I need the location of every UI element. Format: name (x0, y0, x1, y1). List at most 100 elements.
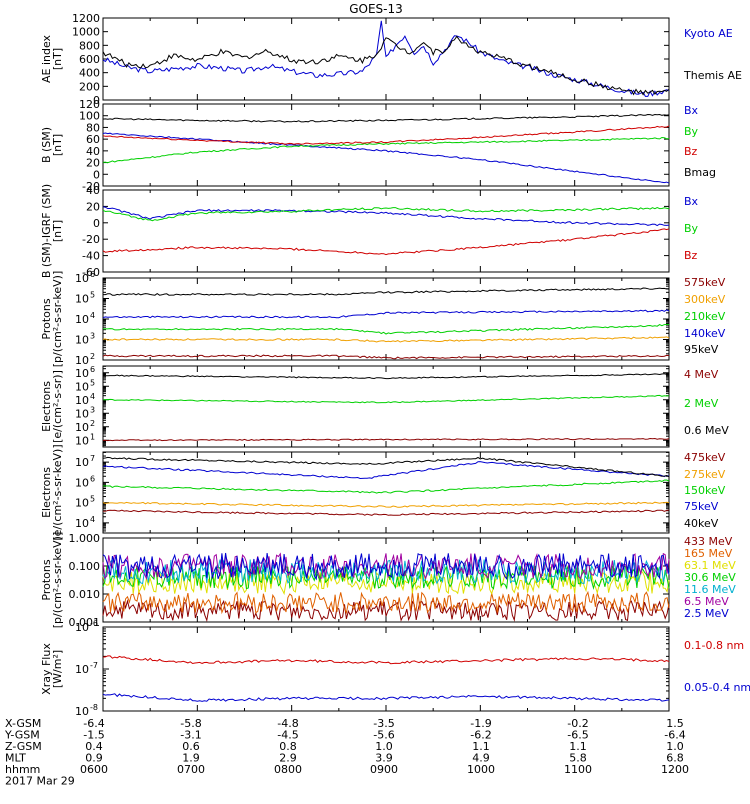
ytick-label: 60 (86, 133, 100, 146)
footer-value: 0700 (177, 763, 205, 776)
ytick-label: 200 (79, 80, 100, 93)
ylabel: [nT] (51, 220, 64, 242)
footer-value: 0.8 (279, 740, 297, 753)
series-line (102, 501, 670, 508)
ytick-label: 10 (75, 621, 89, 634)
footer-value: 1100 (564, 763, 592, 776)
series-line (102, 394, 670, 404)
ytick-exponent: -7 (90, 661, 98, 670)
legend-entry: 75keV (684, 500, 719, 513)
ylabel: [nT] (51, 134, 64, 156)
ytick-label: 1000 (72, 26, 100, 39)
series-line (102, 309, 670, 319)
ytick-exponent: 5 (90, 291, 95, 300)
ytick-label: 10 (75, 517, 89, 530)
series-line (102, 599, 670, 623)
footer-ephemeris: X-GSM -6.4 -5.8 -4.8 -3.5 -1.9 -0.2 1.5 Y-GSM -1.… (4, 717, 689, 788)
ylabel: [W/m²] (51, 650, 64, 688)
ytick-exponent: 6 (90, 270, 95, 279)
legend-entry: 150keV (684, 484, 726, 497)
legend-entry: 40keV (684, 517, 719, 530)
series-line (102, 336, 670, 343)
ytick-exponent: 4 (90, 311, 95, 320)
ytick-exponent: 3 (90, 332, 95, 341)
footer-row-label: hhmm (5, 763, 40, 776)
ytick-label: 10 (75, 313, 89, 326)
ylabel: B (SM) (40, 127, 53, 163)
ytick-label: 10 (75, 367, 89, 380)
ytick-label: 0 (93, 168, 100, 181)
series-line (102, 20, 670, 97)
ytick-exponent: 3 (90, 405, 95, 414)
footer-value: 1.1 (569, 740, 587, 753)
footer-value: 0800 (274, 763, 302, 776)
footer-value: 0.6 (182, 740, 200, 753)
legend-entry: By (684, 222, 699, 235)
ytick-label: 20 (86, 157, 100, 170)
footer-value: -1.9 (470, 717, 491, 730)
ytick-label: -20 (82, 180, 100, 193)
legend-entry: 4 MeV (684, 368, 719, 381)
ytick-label: -40 (82, 250, 100, 263)
ylabel: [p/(cm²-s-sr-keV)] (51, 532, 64, 629)
ytick-label: 0.001 (69, 616, 101, 629)
footer-value: -5.6 (373, 729, 394, 742)
ytick-exponent: 5 (90, 378, 95, 387)
ytick-exponent: 4 (90, 515, 95, 524)
ytick-label: 10 (75, 421, 89, 434)
footer-value: 1000 (467, 763, 495, 776)
ytick-label: 10 (75, 705, 89, 718)
legend-entry: 433 MeV (684, 535, 733, 548)
legend-entry: 475keV (684, 451, 726, 464)
panel-frame (102, 277, 670, 361)
ytick-exponent: 2 (90, 419, 95, 428)
legend-entry: Bz (684, 145, 698, 158)
footer-value: 3.9 (375, 752, 393, 765)
footer-value: -3.1 (180, 729, 201, 742)
ytick-label: 10 (75, 354, 89, 367)
legend-entry: 30.6 MeV (684, 571, 736, 584)
series-line (102, 564, 670, 591)
ytick-label: 0 (93, 94, 100, 107)
series-line (102, 552, 670, 581)
series-line (102, 207, 670, 222)
ytick-label: 10 (75, 394, 89, 407)
footer-row-label: MLT (5, 752, 26, 765)
ytick-label: 40 (86, 145, 100, 158)
footer-value: 2.9 (279, 752, 297, 765)
series-line (102, 437, 670, 442)
ytick-label: 80 (86, 121, 100, 134)
series-line (102, 655, 670, 665)
footer-value: 1.9 (182, 752, 200, 765)
ylabel: Protons (40, 559, 53, 600)
ytick-exponent: -6 (90, 619, 98, 628)
series-line (102, 125, 670, 145)
ylabel: B (SM)-IGRF (SM) (40, 184, 53, 278)
footer-value: 5.8 (569, 752, 587, 765)
ytick-label: -20 (82, 233, 100, 246)
series-line (102, 590, 670, 615)
ytick-label: 10 (75, 456, 89, 469)
series-line (102, 461, 670, 480)
footer-date: 2017 Mar 29 (5, 775, 75, 788)
legend-entry: 575keV (684, 276, 726, 289)
legend-entry: 0.1-0.8 nm (684, 639, 744, 652)
ylabel: [p/(cm²-s-sr-keV)] (51, 271, 64, 368)
legend-entry: Bmag (684, 166, 716, 179)
series-line (102, 552, 670, 581)
ytick-exponent: 1 (90, 432, 95, 441)
ytick-exponent: 6 (90, 365, 95, 374)
ytick-exponent: -8 (90, 703, 98, 712)
panel-frame (102, 189, 670, 273)
legend-entry: 165 MeV (684, 547, 733, 560)
series-line (102, 324, 669, 335)
series-line (102, 558, 670, 585)
series-line (102, 132, 670, 184)
ylabel: [nT] (51, 48, 64, 70)
series-line (102, 693, 670, 702)
ytick-exponent: 7 (90, 454, 95, 463)
